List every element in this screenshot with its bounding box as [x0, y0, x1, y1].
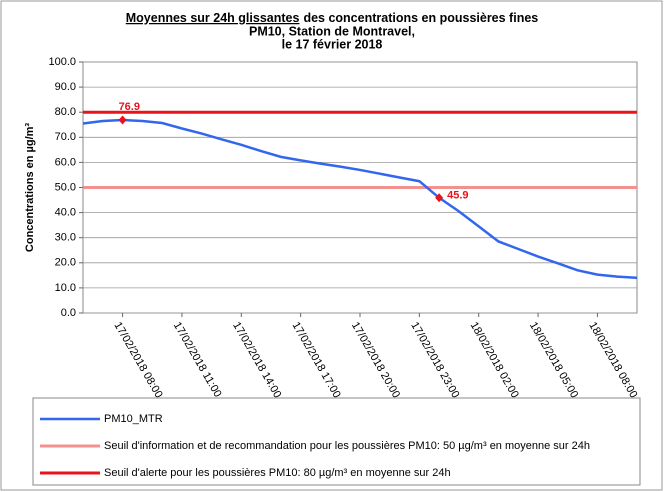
highlight-marker: [435, 193, 444, 203]
y-axis-title: Concentrations en µg/m³: [24, 123, 36, 253]
legend-label: Seuil d'alerte pour les poussières PM10:…: [104, 467, 451, 479]
y-tick-label: 90.0: [55, 81, 76, 93]
y-tick-label: 10.0: [55, 282, 76, 294]
title-part: des concentrations en poussières fines: [303, 11, 538, 25]
y-tick-label: 80.0: [55, 106, 76, 118]
y-tick-label: 70.0: [55, 131, 76, 143]
chart-title: PM10, Station de Montravel,: [249, 24, 415, 38]
y-tick-label: 50.0: [55, 181, 76, 193]
data-label: 76.9: [119, 101, 140, 113]
legend-box: [32, 397, 641, 486]
y-tick-label: 0.0: [61, 307, 76, 319]
chart-title: Moyennes sur 24h glissantes des concentra…: [126, 11, 539, 25]
legend-label: Seuil d'information et de recommandation…: [104, 440, 590, 452]
y-tick-label: 100.0: [48, 56, 76, 68]
title-underlined: Moyennes sur 24h glissantes: [126, 11, 300, 25]
y-tick-label: 30.0: [55, 232, 76, 244]
legend-label: PM10_MTR: [104, 413, 163, 425]
y-tick-label: 60.0: [55, 156, 76, 168]
data-label: 45.9: [447, 190, 468, 202]
data-line: [82, 118, 638, 280]
highlight-marker: [118, 115, 127, 125]
chart-title: le 17 février 2018: [282, 37, 383, 51]
y-tick-label: 40.0: [55, 207, 76, 219]
y-tick-label: 20.0: [55, 257, 76, 269]
